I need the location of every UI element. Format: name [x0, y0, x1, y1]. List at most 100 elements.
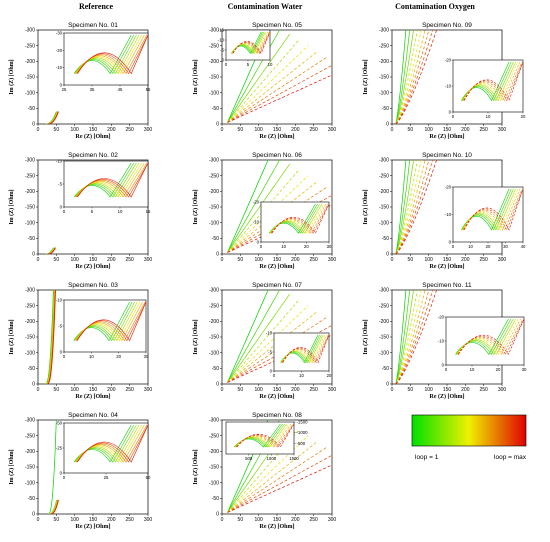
x-tick-label: 50 [238, 387, 244, 393]
inset-loop-curve [282, 334, 329, 364]
inset-x-tick-label: 20 [304, 244, 309, 249]
loop-curve [395, 290, 437, 384]
inset-y-tick-label: 0 [442, 363, 445, 368]
inset-y-tick-label: -5 [58, 182, 62, 187]
inset-x-tick-label: 30 [503, 244, 508, 249]
inset-y-tick-label: 0 [257, 240, 260, 245]
inset-plot: 0 10 20 0 -5 -10 [266, 331, 332, 379]
inset-y-tick-label: 0 [222, 58, 225, 63]
loop-curve [395, 160, 411, 254]
loop-curve [395, 160, 434, 254]
y-tick-label: -150 [25, 335, 35, 341]
x-tick-label: 0 [221, 387, 224, 393]
y-tick-label: 0 [386, 382, 389, 388]
inset-x-tick-label: 10 [468, 244, 473, 249]
x-tick-label: 100 [70, 517, 79, 523]
inset-y-tick-label: -20 [445, 58, 452, 63]
inset-x-tick-label: 20 [327, 373, 332, 378]
y-axis-label: Im (Z) [Ohm] [362, 189, 369, 224]
inset-x-tick-label: 0 [273, 373, 276, 378]
x-tick-label: 250 [479, 387, 488, 393]
loop-curve [47, 111, 59, 124]
y-tick-label: -300 [379, 28, 389, 34]
y-tick-label: 0 [386, 122, 389, 128]
inset-curves [73, 34, 148, 75]
x-tick-label: 50 [408, 127, 414, 133]
inset-x-tick-label: 0 [445, 367, 448, 372]
x-tick-label: 250 [479, 127, 488, 133]
y-tick-label: -150 [25, 465, 35, 471]
y-tick-label: -250 [209, 303, 219, 309]
y-tick-label: -300 [209, 288, 219, 294]
y-tick-label: -50 [28, 366, 35, 372]
y-tick-label: -200 [379, 59, 389, 65]
loop-curve [227, 64, 332, 123]
y-tick-label: -50 [212, 106, 219, 112]
x-tick-label: 250 [479, 257, 488, 263]
loop-curve [395, 290, 411, 384]
loop-curve [227, 33, 291, 123]
inset-loop-curve [232, 31, 270, 55]
y-tick-label: -150 [209, 465, 219, 471]
inset-loop-curve [458, 318, 524, 356]
y-tick-label: -150 [25, 205, 35, 211]
x-axis-label: Re (Z) [Ohm] [430, 133, 465, 140]
inset-loop-curve [271, 203, 329, 234]
x-axis-label: Re (Z) [Ohm] [76, 523, 111, 530]
panel-specimen-1: Specimen No. 010 50 100 150 200 250 3000-50-10… [8, 22, 152, 140]
panel-title: Specimen No. 02 [68, 152, 118, 159]
y-axis-label: Im (Z) [Ohm] [192, 59, 199, 94]
x-tick-label: 0 [391, 387, 394, 393]
x-axis-label: Re (Z) [Ohm] [260, 523, 295, 530]
inset-x-tick-label: 500 [245, 456, 253, 461]
y-tick-label: 0 [216, 252, 219, 258]
inset-x-tick-label: 5 [247, 62, 250, 67]
y-tick-label: -300 [25, 158, 35, 164]
x-tick-label: 50 [408, 387, 414, 393]
inset-loop-curve [462, 188, 519, 231]
inset-y-tick-label: -10 [253, 220, 260, 225]
y-tick-label: -150 [379, 75, 389, 81]
y-tick-label: -150 [25, 75, 35, 81]
impedance-curves [395, 30, 437, 124]
loop-curve [395, 160, 422, 254]
loop-curve [395, 30, 437, 124]
loop-curve [395, 30, 411, 124]
loop-curve [395, 160, 426, 254]
y-axis-label: Im (Z) [Ohm] [192, 449, 199, 484]
x-tick-label: 150 [273, 517, 282, 523]
x-tick-label: 150 [273, 127, 282, 133]
inset-plot: 0 10 20 30 40 0 -10 -20 [445, 185, 526, 250]
inset-y-tick-label: -15 [218, 28, 225, 33]
loop-curve [227, 311, 318, 383]
inset-y-tick-label: 0 [449, 110, 452, 115]
loop-curve [395, 30, 414, 124]
y-tick-label: 0 [32, 252, 35, 258]
y-tick-label: 0 [386, 252, 389, 258]
y-tick-label: -100 [209, 220, 219, 226]
inset-loop-curve [457, 318, 521, 355]
y-axis-label: Im (Z) [Ohm] [8, 449, 15, 484]
y-tick-label: 0 [216, 512, 219, 518]
inset-y-tick-label: -20 [438, 315, 445, 320]
inset-y-tick-label: -10 [438, 339, 445, 344]
inset-y-tick-label: -500 [297, 441, 306, 446]
y-tick-label: -200 [379, 319, 389, 325]
inset-x-tick-label: 1500 [289, 456, 299, 461]
loop-curve [227, 293, 291, 383]
x-tick-label: 100 [254, 387, 263, 393]
panel-title: Specimen No. 05 [252, 22, 302, 29]
loop-curve [47, 247, 56, 254]
inset-curves [280, 334, 329, 364]
loop-curve [395, 30, 407, 124]
inset-curves [73, 424, 148, 463]
inset-x-tick-label: 10 [486, 114, 491, 119]
x-tick-label: 200 [291, 517, 300, 523]
y-tick-label: -200 [25, 59, 35, 65]
inset-loop-curve [463, 61, 523, 102]
loop-curve [227, 305, 309, 383]
x-axis-label: Re (Z) [Ohm] [76, 393, 111, 400]
x-tick-label: 0 [221, 517, 224, 523]
y-tick-label: -100 [209, 480, 219, 486]
inset-curves [455, 318, 524, 356]
